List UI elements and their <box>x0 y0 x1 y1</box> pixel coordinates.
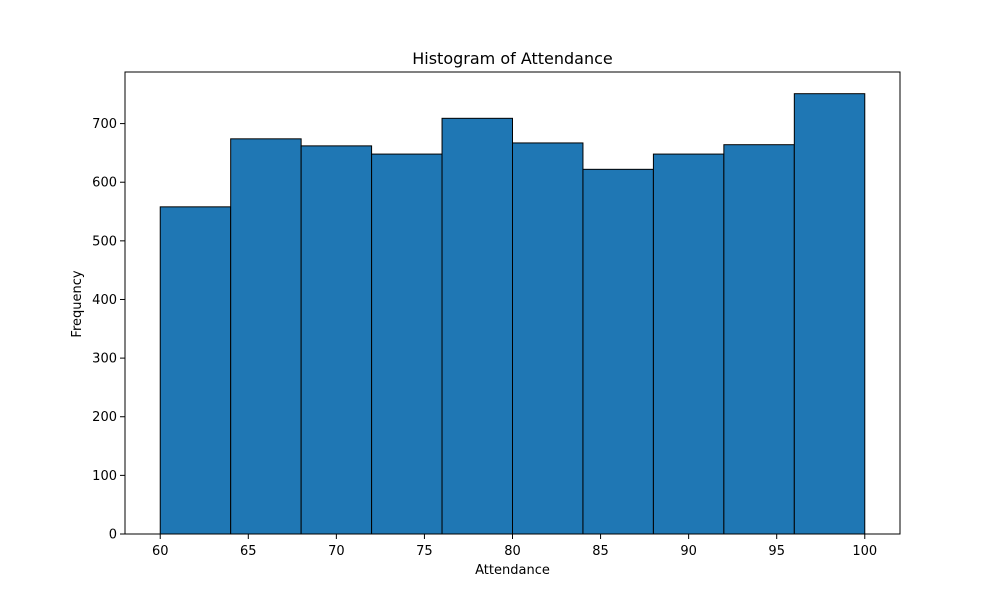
y-tick-label: 0 <box>109 528 117 543</box>
histogram-bar-5 <box>441 117 513 535</box>
x-tick-label: 65 <box>240 544 257 559</box>
histogram-bar-2 <box>230 138 302 535</box>
histogram-bar-8 <box>652 153 725 535</box>
x-tick-label: 60 <box>152 544 169 559</box>
x-tick-label: 70 <box>328 544 345 559</box>
x-tick-label: 80 <box>504 544 521 559</box>
axes-layer: 60 65 70 75 80 85 90 95 100 0 100 200 300 400 500 600 70… <box>92 71 901 559</box>
x-tick-label: 100 <box>852 544 877 559</box>
y-tick-label: 600 <box>92 176 117 191</box>
chart-title: Histogram of Attendance <box>412 49 613 68</box>
histogram-bar-3 <box>300 145 373 535</box>
x-tick-label: 95 <box>768 544 785 559</box>
y-tick-label: 400 <box>92 293 117 308</box>
y-tick-label: 700 <box>92 117 117 132</box>
x-axis-label: Attendance <box>475 563 550 578</box>
x-tick-label: 85 <box>592 544 609 559</box>
x-tick-label: 90 <box>680 544 697 559</box>
histogram-bar-9 <box>723 144 795 535</box>
bars-layer <box>159 93 866 535</box>
histogram-bar-1 <box>159 206 232 535</box>
histogram-bar-4 <box>371 153 443 535</box>
y-tick-label: 300 <box>92 352 117 367</box>
histogram-bar-10 <box>793 93 866 535</box>
histogram-bar-7 <box>582 168 654 535</box>
y-tick-label: 500 <box>92 234 117 249</box>
y-tick-label: 100 <box>92 469 117 484</box>
y-axis-label: Frequency <box>70 270 85 337</box>
histogram-bar-6 <box>512 142 584 535</box>
x-tick-label: 75 <box>416 544 433 559</box>
y-tick-label: 200 <box>92 410 117 425</box>
